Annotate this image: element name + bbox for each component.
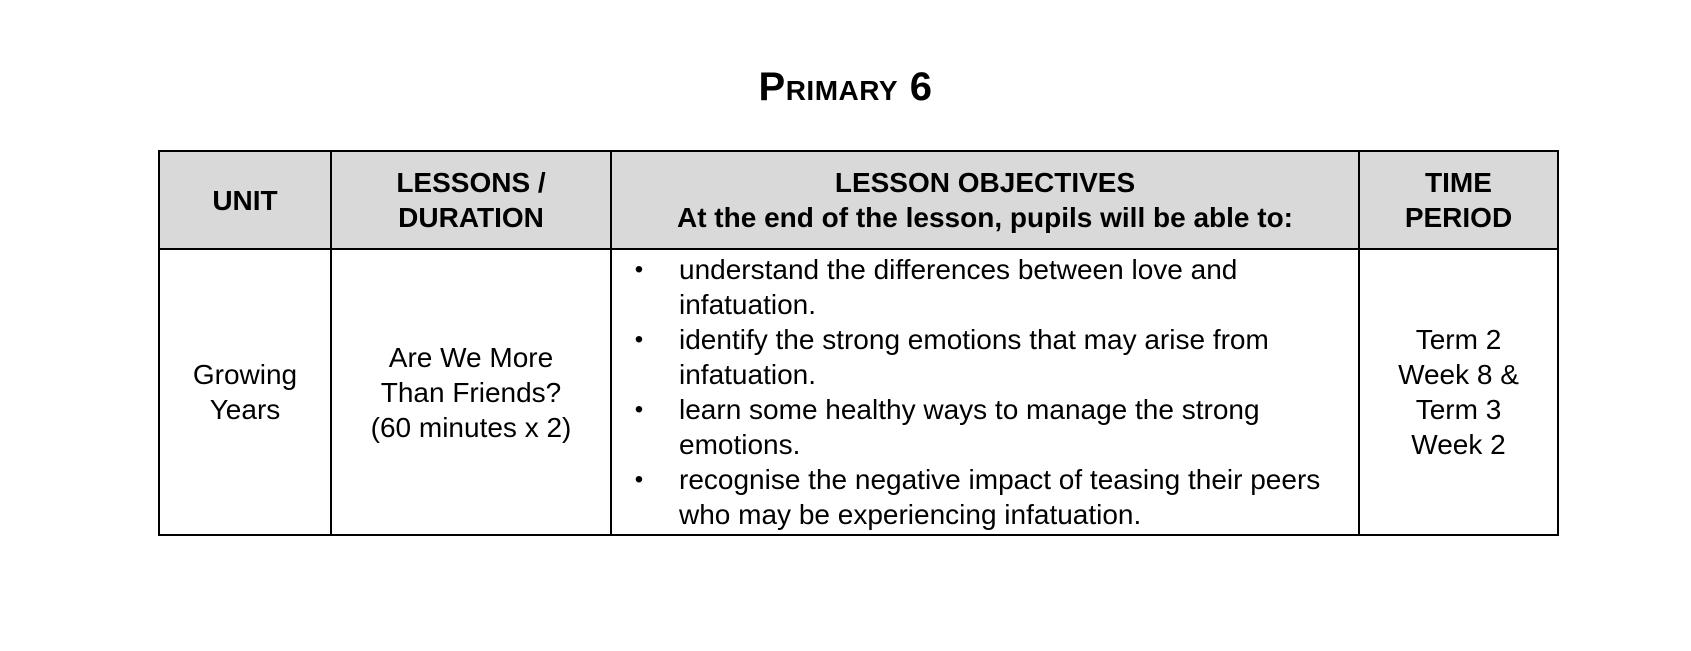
header-objectives-line: LESSON OBJECTIVES <box>834 167 1136 198</box>
bullet-icon: • <box>634 326 644 353</box>
lesson-plan-table: UNIT LESSONS / DURATION LESSON OBJECTIVE… <box>158 150 1559 536</box>
header-time-line: TIME <box>1425 167 1492 198</box>
bullet-icon: • <box>634 256 644 283</box>
list-item: • learn some healthy ways to manage the … <box>635 392 1330 462</box>
header-unit-line: UNIT <box>212 184 278 216</box>
time-line: Week 8 & <box>1398 359 1519 390</box>
objective-text: learn some healthy ways to manage the st… <box>679 394 1260 460</box>
header-lesson-objectives: LESSON OBJECTIVES At the end of the less… <box>610 150 1360 250</box>
table-header-row: UNIT LESSONS / DURATION LESSON OBJECTIVE… <box>158 150 1559 250</box>
header-objectives-subline: At the end of the lesson, pupils will be… <box>676 202 1294 233</box>
time-line: Term 2 <box>1415 324 1502 355</box>
objective-text: identify the strong emotions that may ar… <box>679 324 1269 390</box>
header-time-period: TIME PERIOD <box>1358 150 1559 250</box>
objective-text: recognise the negative impact of teasing… <box>679 464 1321 530</box>
header-period-line: PERIOD <box>1404 202 1513 233</box>
time-line: Week 2 <box>1411 429 1506 460</box>
lesson-line: Than Friends? <box>380 376 562 408</box>
bullet-icon: • <box>634 466 644 493</box>
time-line: Term 3 <box>1415 394 1502 425</box>
list-item: • identify the strong emotions that may … <box>635 322 1330 392</box>
lesson-duration-line: (60 minutes x 2) <box>370 411 572 443</box>
objectives-list: • understand the differences between lov… <box>612 252 1358 532</box>
page-title: Primary 6 <box>758 65 933 109</box>
objective-text: understand the differences between love … <box>679 254 1238 320</box>
header-duration-line: DURATION <box>398 202 544 233</box>
header-unit: UNIT <box>158 150 332 250</box>
lesson-line: Are We More <box>388 341 554 373</box>
bullet-icon: • <box>634 396 644 423</box>
list-item: • understand the differences between lov… <box>635 252 1330 322</box>
cell-unit: Growing Years <box>158 248 332 536</box>
table-row: Growing Years Are We More Than Friends? … <box>158 248 1559 536</box>
cell-lesson: Are We More Than Friends? (60 minutes x … <box>330 248 612 536</box>
cell-objectives: • understand the differences between lov… <box>610 248 1360 536</box>
header-lessons-line: LESSONS / <box>396 167 546 198</box>
unit-line: Years <box>209 394 281 425</box>
unit-line: Growing <box>192 359 298 390</box>
cell-time-period: Term 2 Week 8 & Term 3 Week 2 <box>1358 248 1559 536</box>
header-lessons-duration: LESSONS / DURATION <box>330 150 612 250</box>
list-item: • recognise the negative impact of teasi… <box>635 462 1330 532</box>
